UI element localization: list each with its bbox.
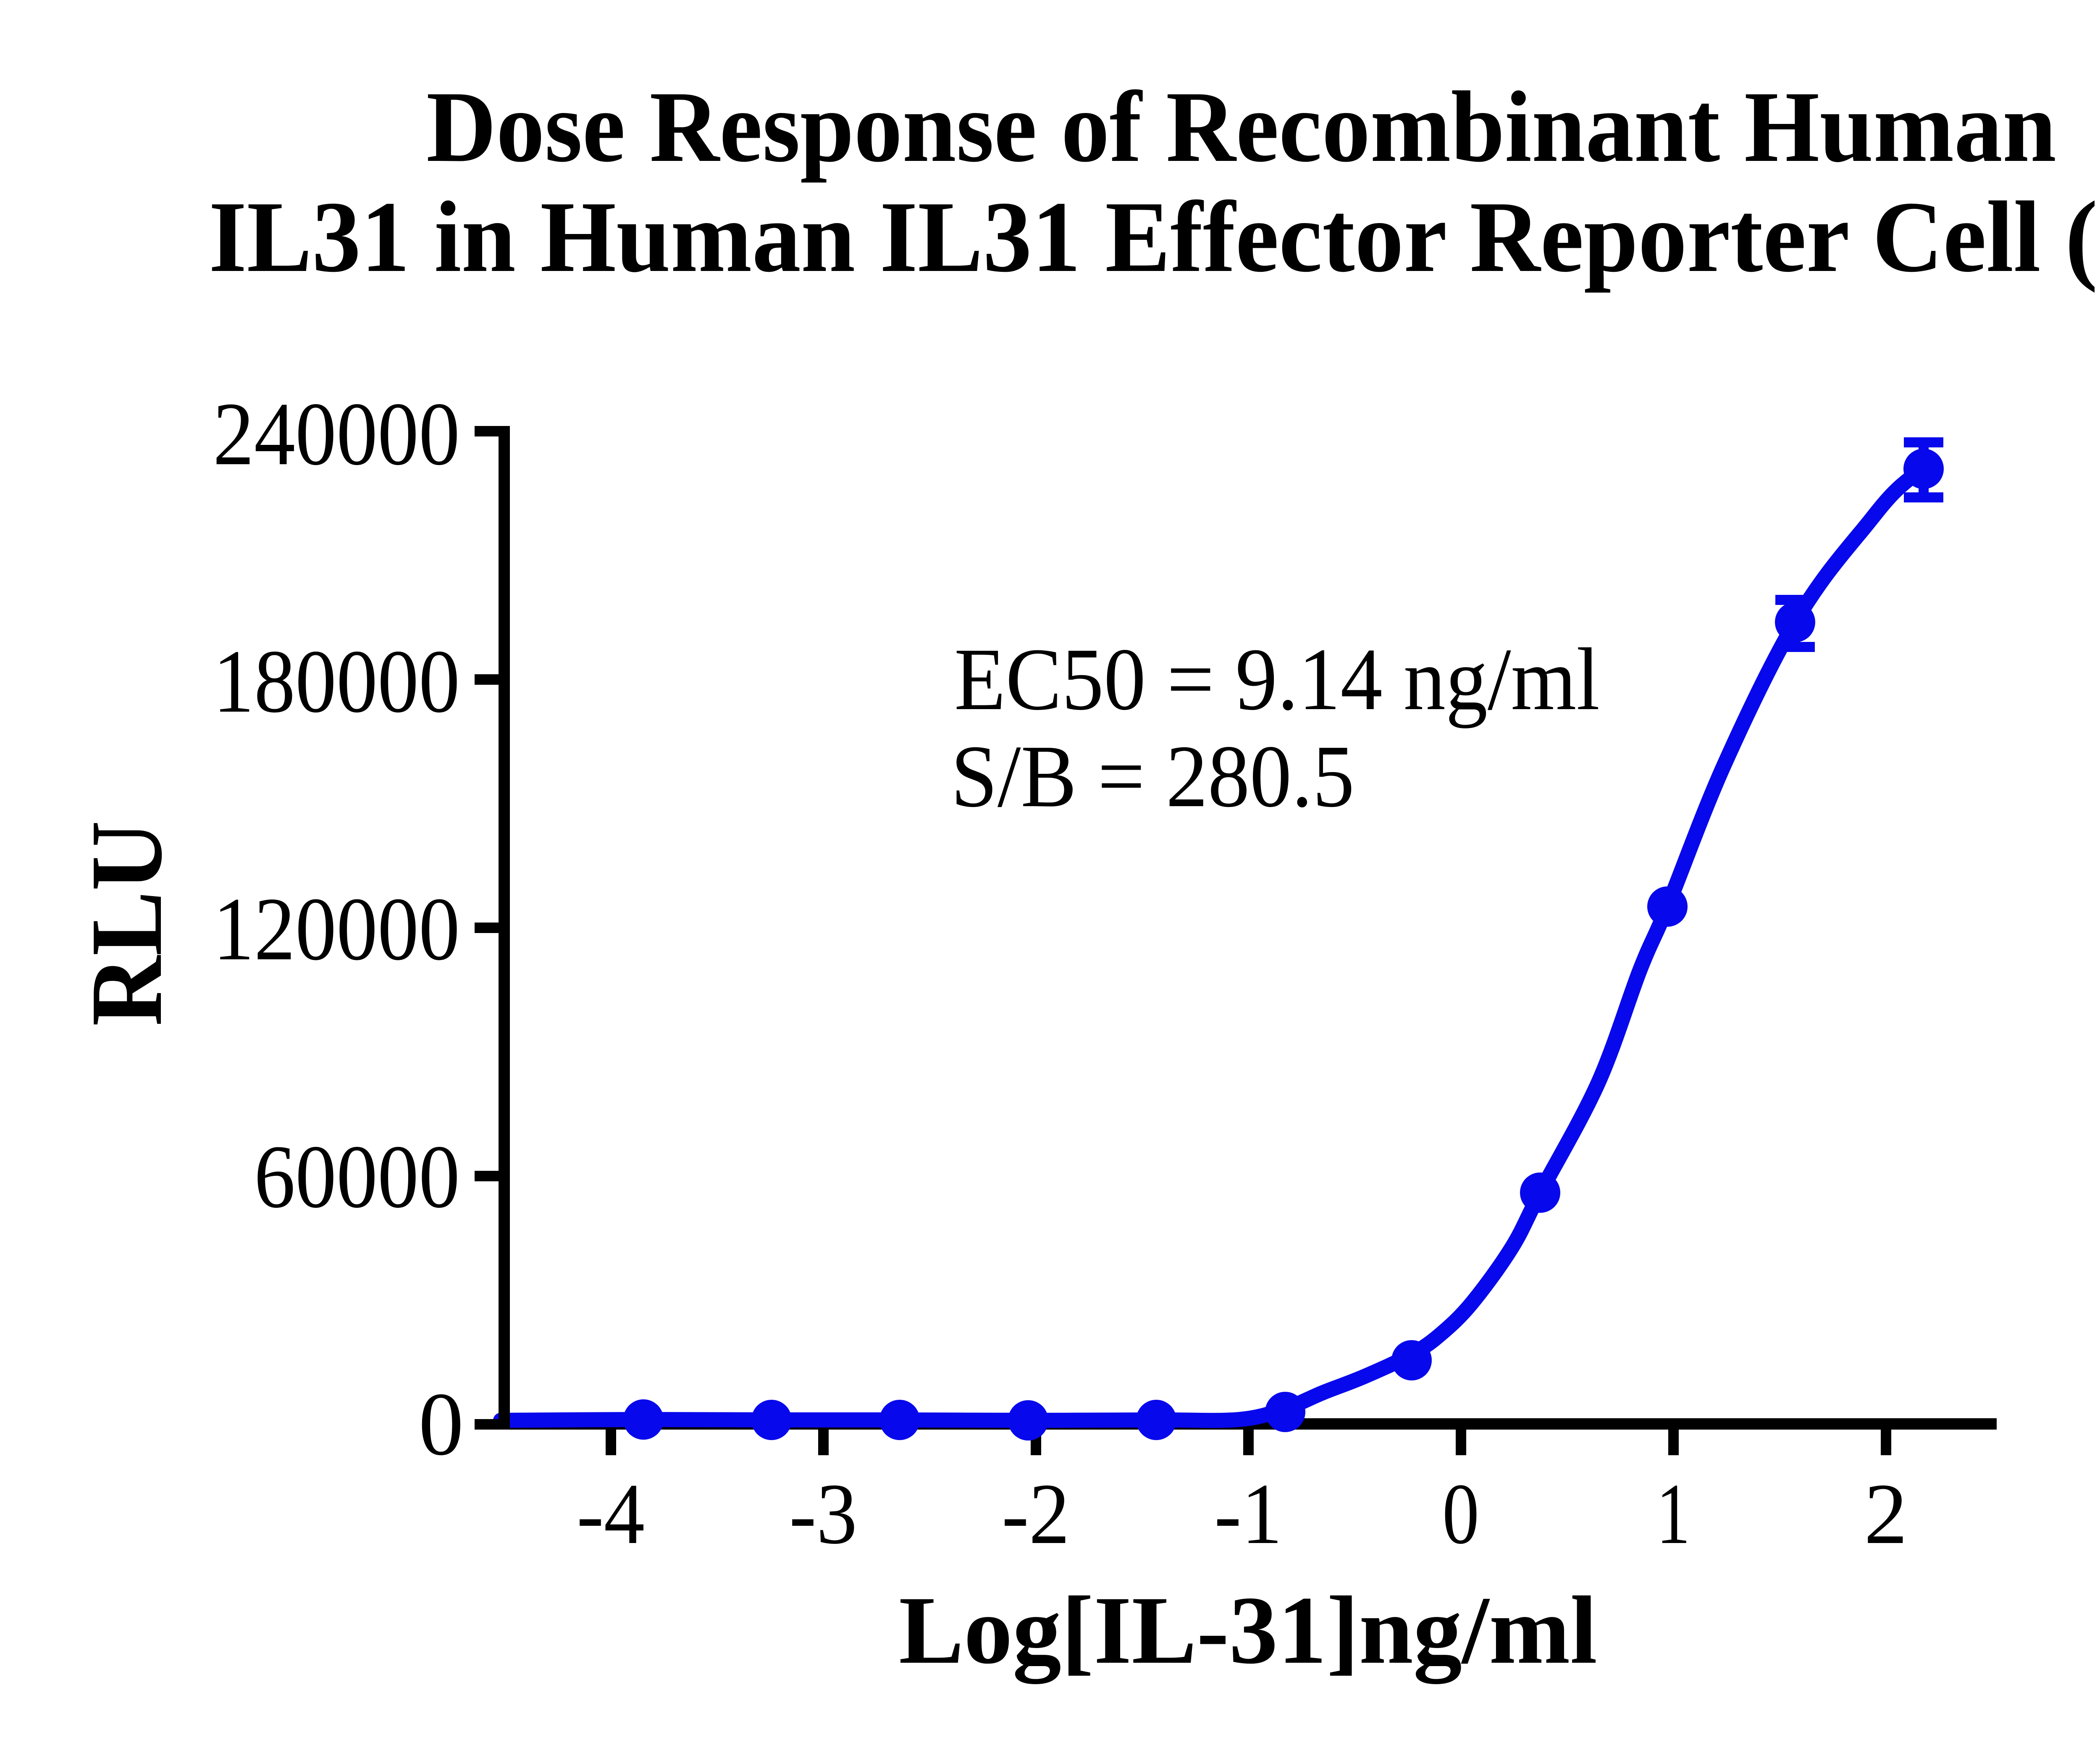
svg-text:180000: 180000 [213,631,460,731]
svg-text:-1: -1 [1214,1466,1282,1562]
svg-text:0: 0 [419,1374,464,1474]
svg-text:EC50 = 9.14 ng/ml: EC50 = 9.14 ng/ml [954,630,1600,728]
svg-text:IL31 in Human IL31 Effector Re: IL31 in Human IL31 Effector Reporter Cel… [209,181,2100,293]
svg-text:2: 2 [1864,1466,1908,1562]
svg-text:-3: -3 [789,1466,857,1562]
svg-text:-2: -2 [1002,1466,1070,1562]
svg-text:-4: -4 [577,1466,645,1562]
svg-text:Log[IL-31]ng/ml: Log[IL-31]ng/ml [899,1576,1597,1684]
svg-text:RLU: RLU [70,821,183,1026]
svg-text:240000: 240000 [213,384,460,484]
svg-text:S/B = 280.5: S/B = 280.5 [951,727,1354,825]
svg-text:Dose Response of Recombinant H: Dose Response of Recombinant Human [426,71,2056,183]
svg-text:1: 1 [1656,1466,1690,1562]
svg-text:0: 0 [1442,1466,1479,1562]
svg-text:60000: 60000 [254,1126,460,1227]
svg-text:120000: 120000 [213,879,460,979]
